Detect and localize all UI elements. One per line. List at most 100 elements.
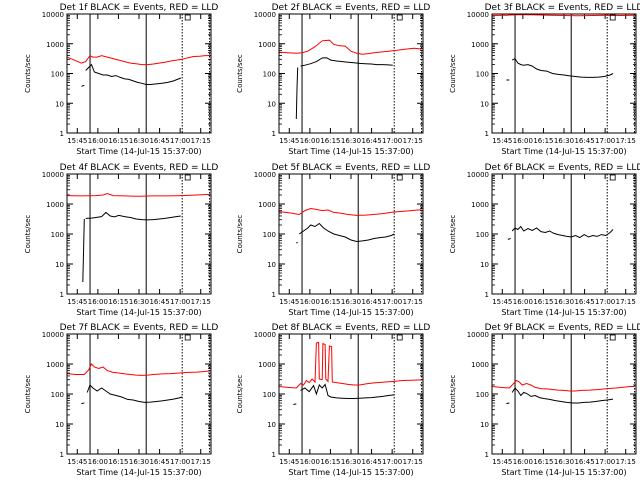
y-axis-label: Counts/sec (24, 215, 32, 254)
events-series-line (300, 383, 395, 399)
y-tick-label: 100 (51, 231, 64, 239)
lld-series-line (66, 54, 210, 66)
x-tick-label: 17:00 (595, 137, 615, 145)
x-tick-label: 16:45 (361, 298, 381, 306)
y-axis-label: Counts/sec (24, 375, 32, 414)
y-tick-label: 1000 (46, 201, 64, 209)
plot-frame (278, 13, 424, 134)
x-tick-label: 16:30 (129, 458, 149, 466)
y-tick-label: 1 (272, 291, 276, 299)
y-tick-label: 1000 (258, 41, 276, 49)
y-tick-label: 1 (60, 291, 64, 299)
x-tick-label: 17:15 (403, 458, 423, 466)
events-series-line (511, 57, 614, 78)
y-axis-label: Counts/sec (449, 215, 457, 254)
events-series-line (81, 84, 85, 87)
y-axis-label: Counts/sec (449, 54, 457, 93)
x-tick-label: 16:00 (513, 298, 533, 306)
y-tick-label: 1 (60, 451, 64, 459)
x-tick-label: 17:15 (616, 458, 636, 466)
x-tick-label: 16:30 (341, 458, 361, 466)
y-tick-label: 10 (267, 100, 276, 108)
x-tick-label: 15:45 (279, 298, 299, 306)
events-series-line (511, 225, 614, 239)
x-axis-label: Start Time (14-Jul-15 15:37:00) (76, 147, 201, 156)
x-tick-label: 16:15 (320, 458, 340, 466)
x-tick-label: 16:15 (108, 137, 128, 145)
legend-box (609, 174, 616, 181)
y-tick-label: 1 (60, 130, 64, 138)
x-tick-label: 17:15 (191, 137, 211, 145)
panel-title: Det 6f BLACK = Events, RED = LLD (485, 163, 640, 173)
panel-6: Det 6f BLACK = Events, RED = LLD Counts/s… (449, 163, 640, 317)
x-tick-label: 16:15 (320, 298, 340, 306)
y-axis-label: Counts/sec (236, 375, 244, 414)
y-tick-label: 1 (485, 291, 489, 299)
y-tick-label: 1000 (258, 361, 276, 369)
events-series-line (298, 222, 395, 243)
y-tick-label: 10000 (254, 11, 276, 19)
legend-box (184, 334, 191, 341)
y-tick-label: 10 (55, 100, 64, 108)
legend-box (396, 14, 403, 21)
legend-box (184, 14, 191, 21)
events-series-line (86, 384, 183, 403)
x-tick-label: 16:45 (574, 298, 594, 306)
y-tick-label: 10000 (42, 331, 64, 339)
x-tick-label: 16:45 (149, 458, 169, 466)
events-series-line (296, 241, 298, 244)
plot-frame (491, 13, 637, 134)
y-tick-label: 100 (476, 71, 489, 79)
panel-title: Det 1f BLACK = Events, RED = LLD (60, 3, 219, 13)
events-series-line (85, 63, 181, 85)
panel-title: Det 5f BLACK = Events, RED = LLD (272, 163, 431, 173)
x-tick-label: 16:00 (513, 137, 533, 145)
x-axis-label: Start Time (14-Jul-15 15:37:00) (288, 147, 413, 156)
panel-title: Det 2f BLACK = Events, RED = LLD (272, 3, 431, 13)
lld-series-line (278, 207, 422, 216)
x-axis-label: Start Time (14-Jul-15 15:37:00) (501, 468, 626, 477)
x-tick-label: 17:00 (382, 458, 402, 466)
x-tick-label: 16:45 (574, 458, 594, 466)
panel-3: Det 3f BLACK = Events, RED = LLD Counts/s… (449, 3, 640, 156)
x-tick-label: 16:15 (533, 458, 553, 466)
y-tick-label: 10 (55, 421, 64, 429)
x-tick-label: 16:45 (149, 137, 169, 145)
panel-title: Det 3f BLACK = Events, RED = LLD (485, 3, 640, 13)
x-tick-label: 16:00 (300, 298, 320, 306)
x-axis-label: Start Time (14-Jul-15 15:37:00) (501, 308, 626, 317)
x-tick-label: 15:45 (492, 458, 512, 466)
x-tick-label: 15:45 (279, 137, 299, 145)
y-tick-label: 100 (476, 391, 489, 399)
y-tick-label: 1 (485, 130, 489, 138)
plot-frame (278, 173, 424, 295)
y-tick-label: 10 (267, 421, 276, 429)
x-tick-label: 17:15 (191, 298, 211, 306)
x-tick-label: 17:00 (595, 458, 615, 466)
y-tick-label: 100 (263, 231, 276, 239)
plot-frame (66, 13, 212, 134)
y-tick-label: 10 (55, 261, 64, 269)
x-tick-label: 16:45 (361, 137, 381, 145)
lld-series-line (66, 192, 210, 197)
y-tick-label: 100 (263, 71, 276, 79)
y-axis-label: Counts/sec (449, 375, 457, 414)
x-tick-label: 17:00 (595, 298, 615, 306)
panel-4: Det 4f BLACK = Events, RED = LLD Counts/s… (24, 163, 218, 317)
x-tick-label: 17:15 (616, 298, 636, 306)
y-tick-label: 1000 (46, 361, 64, 369)
x-tick-label: 16:15 (533, 137, 553, 145)
x-tick-label: 15:45 (279, 458, 299, 466)
y-tick-label: 1000 (46, 41, 64, 49)
events-series-line (293, 403, 297, 405)
y-tick-label: 1000 (471, 201, 489, 209)
events-series-line (85, 211, 181, 221)
x-tick-label: 17:00 (170, 458, 190, 466)
y-tick-label: 100 (51, 391, 64, 399)
plot-frame (491, 173, 637, 295)
lld-series-line (66, 363, 210, 376)
x-tick-label: 17:15 (616, 137, 636, 145)
x-axis-label: Start Time (14-Jul-15 15:37:00) (288, 308, 413, 317)
